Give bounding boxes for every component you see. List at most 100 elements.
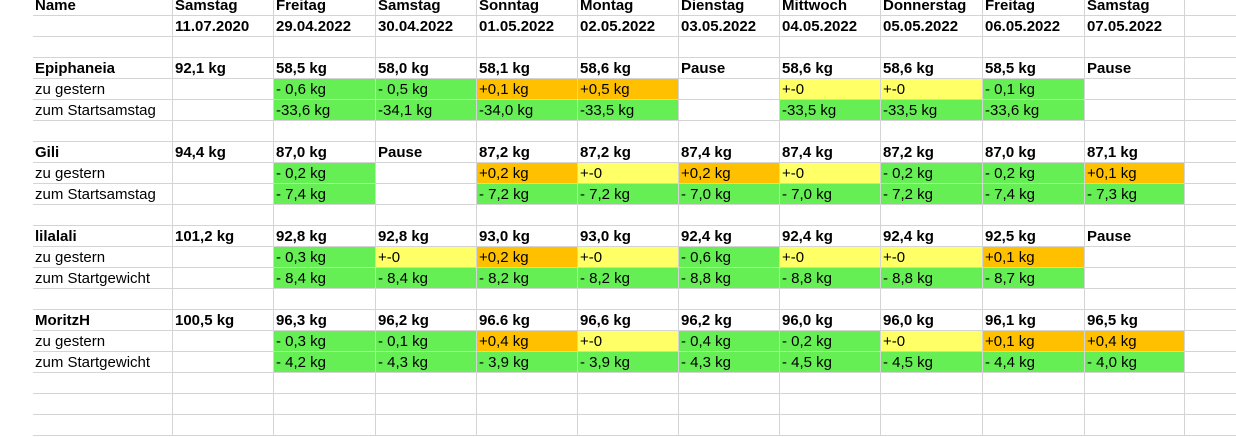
weight-cell[interactable]: 92,4 kg (881, 226, 983, 247)
empty-cell[interactable] (376, 373, 477, 394)
total-change-cell[interactable]: - 3,9 kg (578, 352, 679, 373)
header-date[interactable]: 03.05.2022 (679, 16, 780, 37)
empty-cell[interactable] (983, 289, 1085, 310)
change-cell[interactable]: +-0 (881, 331, 983, 352)
total-change-cell[interactable]: - 7,3 kg (1085, 184, 1185, 205)
header-date[interactable]: 11.07.2020 (173, 16, 274, 37)
total-change-cell[interactable]: -33,6 kg (983, 100, 1085, 121)
empty-cell[interactable] (1185, 268, 1236, 289)
change-cell[interactable]: - 0,4 kg (679, 331, 780, 352)
empty-cell[interactable] (780, 415, 881, 436)
empty-cell[interactable] (881, 415, 983, 436)
weight-cell[interactable]: 87,2 kg (881, 142, 983, 163)
total-change-cell[interactable]: -34,0 kg (477, 100, 578, 121)
total-change-cell[interactable]: -34,1 kg (376, 100, 477, 121)
empty-cell[interactable] (1085, 121, 1185, 142)
empty-cell[interactable] (173, 373, 274, 394)
weight-cell[interactable]: 96,6 kg (578, 310, 679, 331)
change-cell[interactable]: - 0,3 kg (274, 247, 376, 268)
change-cell[interactable]: +0,4 kg (1085, 331, 1185, 352)
header-weekday[interactable]: Donnerstag (881, 0, 983, 16)
change-cell[interactable] (1085, 247, 1185, 268)
empty-cell[interactable] (679, 394, 780, 415)
row-label[interactable]: zu gestern (33, 247, 173, 268)
header-weekday[interactable]: Samstag (173, 0, 274, 16)
empty-cell[interactable] (1085, 373, 1185, 394)
empty-cell[interactable] (1185, 100, 1236, 121)
empty-cell[interactable] (1185, 79, 1236, 100)
weight-cell[interactable]: 96,0 kg (780, 310, 881, 331)
total-change-cell[interactable]: -33,5 kg (780, 100, 881, 121)
empty-cell[interactable] (1185, 58, 1236, 79)
weight-cell[interactable]: 87,2 kg (477, 142, 578, 163)
change-cell[interactable]: - 0,2 kg (274, 163, 376, 184)
total-change-cell[interactable]: - 8,2 kg (477, 268, 578, 289)
weight-cell[interactable]: 87,0 kg (983, 142, 1085, 163)
row-label[interactable]: zum Startgewicht (33, 352, 173, 373)
empty-cell[interactable] (679, 373, 780, 394)
weight-cell[interactable]: Pause (1085, 58, 1185, 79)
weight-cell[interactable]: 96,1 kg (983, 310, 1085, 331)
change-cell[interactable]: +0,5 kg (578, 79, 679, 100)
header-weekday[interactable]: Samstag (1085, 0, 1185, 16)
weight-cell[interactable]: 92,1 kg (173, 58, 274, 79)
empty-cell[interactable] (274, 394, 376, 415)
empty-cell[interactable] (33, 205, 173, 226)
empty-cell[interactable] (1185, 121, 1236, 142)
change-cell[interactable]: +0,1 kg (1085, 163, 1185, 184)
total-change-cell[interactable]: - 8,8 kg (881, 268, 983, 289)
change-cell[interactable] (1085, 79, 1185, 100)
header-weekday[interactable]: Samstag (376, 0, 477, 16)
empty-cell[interactable] (1085, 394, 1185, 415)
total-change-cell[interactable]: - 4,4 kg (983, 352, 1085, 373)
total-change-cell[interactable]: - 8,2 kg (578, 268, 679, 289)
total-change-cell[interactable]: - 4,2 kg (274, 352, 376, 373)
empty-cell[interactable] (33, 289, 173, 310)
weight-cell[interactable]: 93,0 kg (477, 226, 578, 247)
empty-cell[interactable] (1185, 205, 1236, 226)
weight-cell[interactable]: 101,2 kg (173, 226, 274, 247)
row-label[interactable]: zu gestern (33, 79, 173, 100)
header-name-label[interactable]: Name (33, 0, 173, 16)
total-change-cell[interactable] (173, 268, 274, 289)
change-cell[interactable]: +-0 (881, 247, 983, 268)
header-date[interactable]: 07.05.2022 (1085, 16, 1185, 37)
empty-cell[interactable] (578, 394, 679, 415)
person-name[interactable]: Gili (33, 142, 173, 163)
row-label[interactable]: zum Startsamstag (33, 100, 173, 121)
weight-cell[interactable]: 92,5 kg (983, 226, 1085, 247)
empty-cell[interactable] (881, 373, 983, 394)
total-change-cell[interactable] (679, 100, 780, 121)
empty-cell[interactable] (33, 121, 173, 142)
weight-cell[interactable]: 96.6 kg (477, 310, 578, 331)
weight-cell[interactable]: 96,2 kg (679, 310, 780, 331)
total-change-cell[interactable]: - 7,0 kg (679, 184, 780, 205)
header-weekday[interactable]: Freitag (274, 0, 376, 16)
empty-cell[interactable] (1185, 394, 1236, 415)
row-label[interactable]: zum Startsamstag (33, 184, 173, 205)
empty-cell[interactable] (173, 394, 274, 415)
empty-cell[interactable] (780, 121, 881, 142)
total-change-cell[interactable]: - 4,0 kg (1085, 352, 1185, 373)
empty-cell[interactable] (578, 289, 679, 310)
header-date[interactable]: 01.05.2022 (477, 16, 578, 37)
empty-cell[interactable] (33, 415, 173, 436)
header-weekday[interactable]: Montag (578, 0, 679, 16)
change-cell[interactable]: - 0,6 kg (679, 247, 780, 268)
total-change-cell[interactable]: - 8,8 kg (780, 268, 881, 289)
empty-cell[interactable] (679, 289, 780, 310)
change-cell[interactable]: +0,1 kg (477, 79, 578, 100)
empty-cell[interactable] (1185, 352, 1236, 373)
empty-cell[interactable] (780, 394, 881, 415)
change-cell[interactable]: +0,2 kg (679, 163, 780, 184)
person-name[interactable]: lilalali (33, 226, 173, 247)
weight-cell[interactable]: Pause (376, 142, 477, 163)
weight-cell[interactable]: Pause (1085, 226, 1185, 247)
empty-cell[interactable] (376, 415, 477, 436)
weight-cell[interactable]: 58,5 kg (983, 58, 1085, 79)
empty-cell[interactable] (33, 394, 173, 415)
weight-cell[interactable]: 94,4 kg (173, 142, 274, 163)
header-weekday[interactable]: Freitag (983, 0, 1085, 16)
empty-cell[interactable] (679, 37, 780, 58)
change-cell[interactable]: +0,2 kg (477, 163, 578, 184)
